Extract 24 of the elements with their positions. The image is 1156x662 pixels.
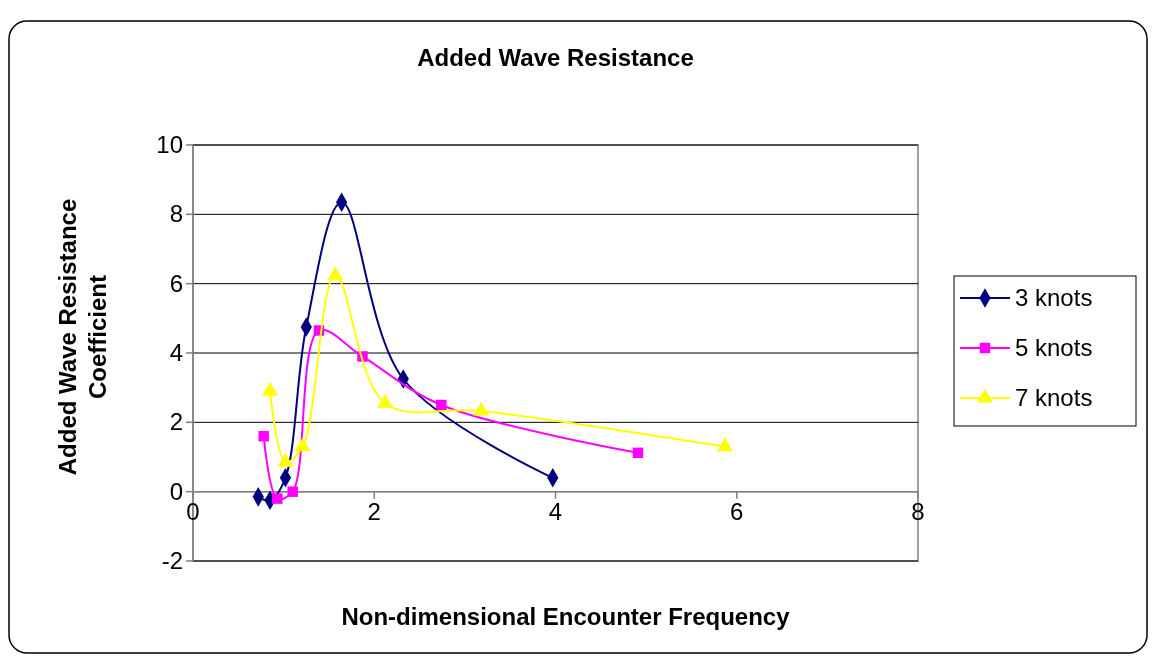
y-axis-title: Added Wave Resistance Coefficient (54, 198, 111, 476)
x-tick-label: 6 (730, 497, 744, 525)
y-tick-label: 0 (169, 477, 183, 505)
chart-title: Added Wave Resistance (417, 44, 694, 71)
y-tick-label: 6 (169, 269, 183, 297)
point (632, 447, 644, 459)
y-tick-label: -2 (161, 547, 183, 574)
y-tick-label: 10 (156, 131, 183, 158)
point (327, 266, 344, 281)
legend-label: 3 knots (1015, 284, 1093, 311)
y-tick-label: 4 (169, 339, 183, 366)
point (436, 399, 447, 411)
point (287, 486, 298, 497)
y-tick-label: 8 (169, 200, 183, 228)
x-axis-title: Non-dimensional Encounter Frequency (341, 603, 791, 630)
legend-label: 5 knots (1015, 334, 1093, 361)
x-tick-label: 0 (186, 497, 200, 525)
point (272, 493, 283, 504)
x-tick-label: 8 (911, 497, 925, 525)
y-tick-label: 2 (169, 408, 183, 436)
point (258, 430, 269, 442)
legend-label: 7 knots (1015, 384, 1093, 411)
x-tick-label: 4 (548, 497, 563, 525)
x-tick-label: 2 (367, 497, 381, 525)
